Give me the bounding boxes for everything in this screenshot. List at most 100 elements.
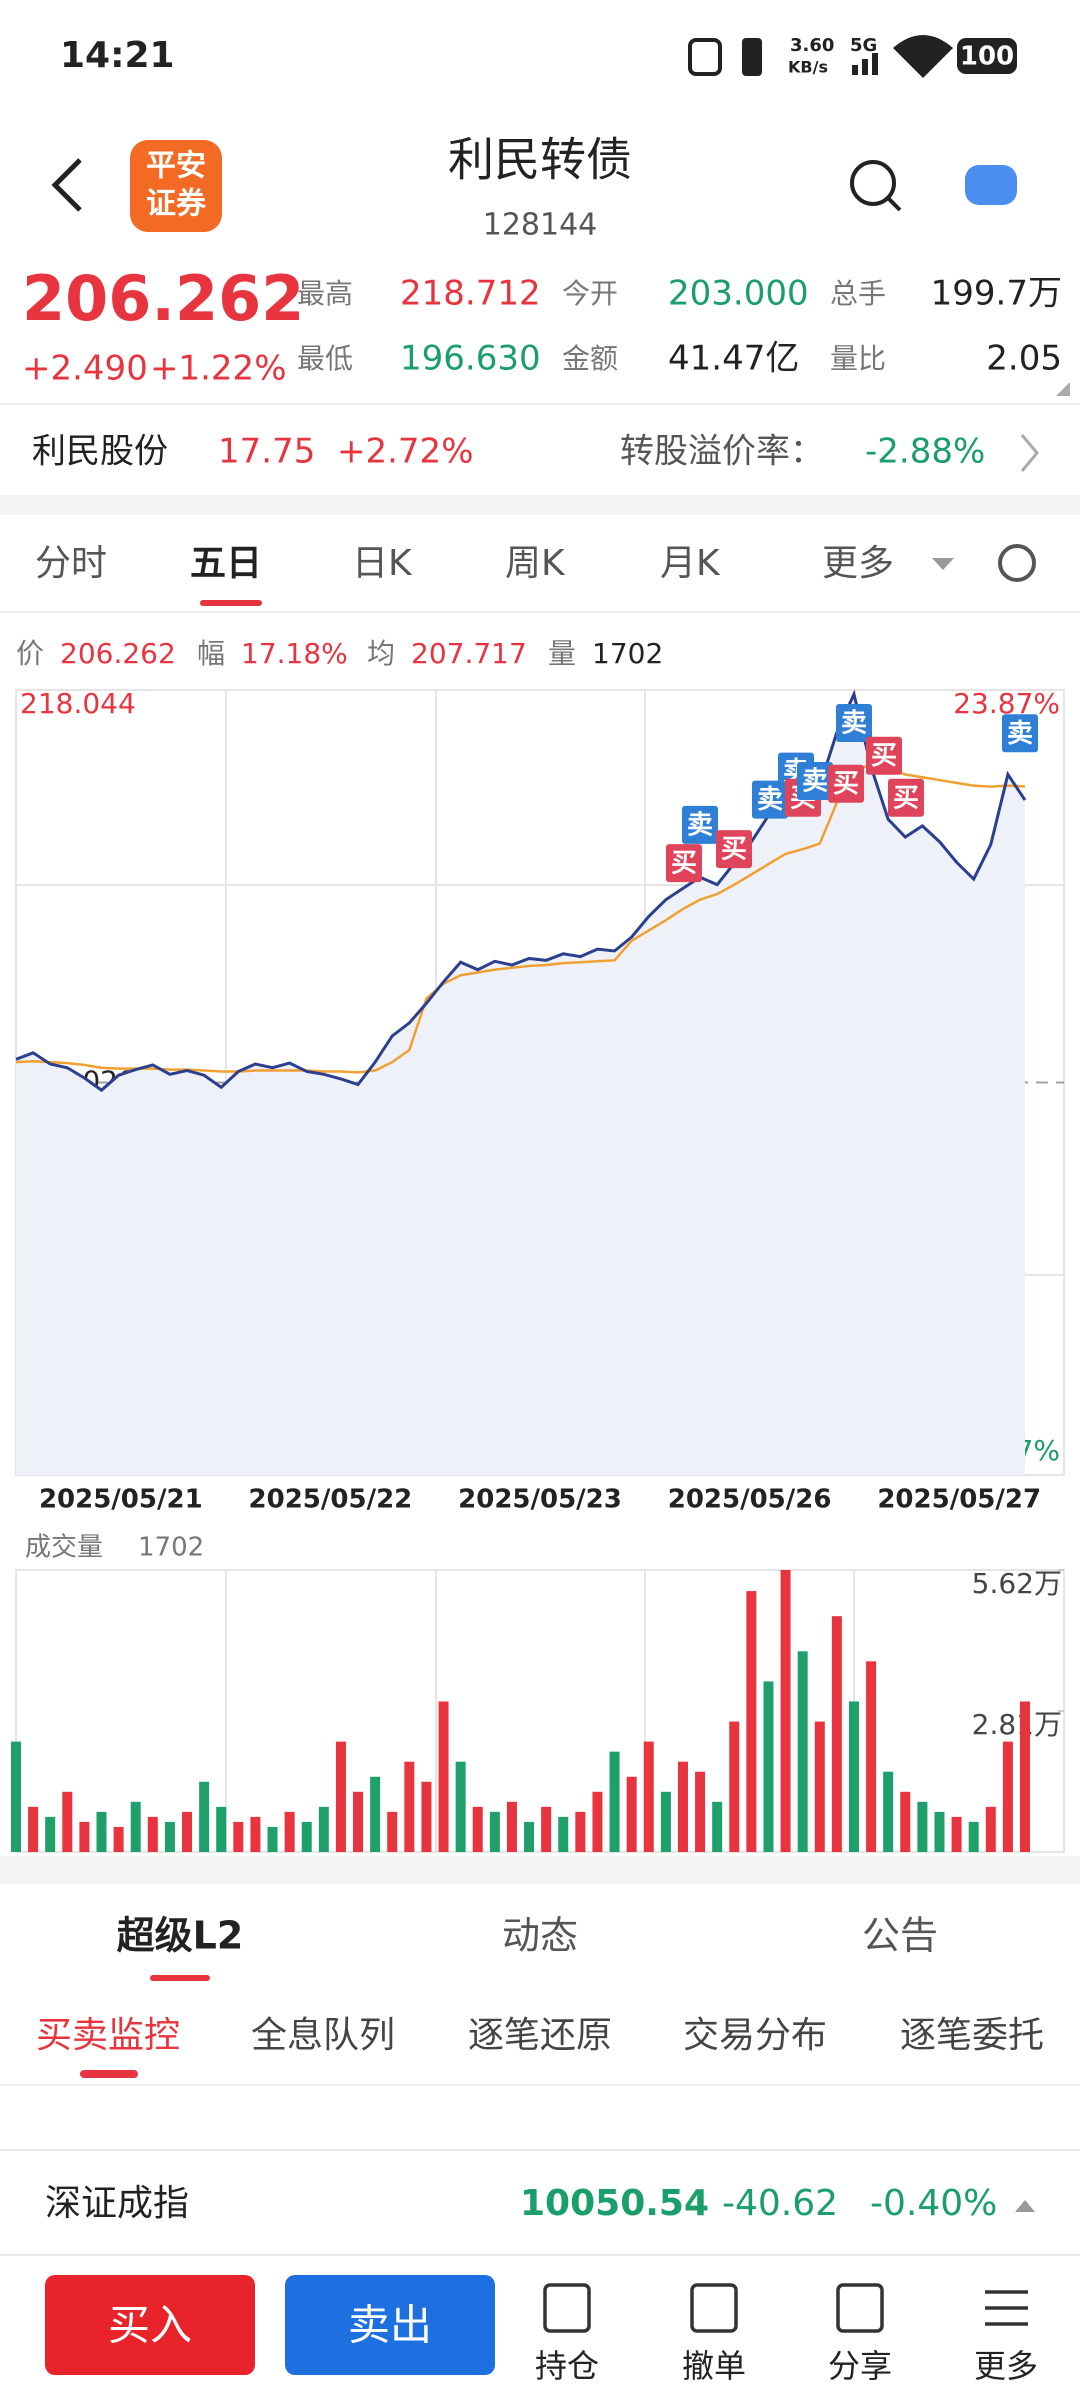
tab[interactable]: 更多 — [822, 543, 894, 584]
tab[interactable]: 日K — [352, 543, 413, 584]
tab[interactable]: 五日 — [190, 543, 262, 584]
volume-bar — [609, 1751, 620, 1852]
trade-marker — [666, 844, 702, 883]
volume-bar — [660, 1791, 671, 1852]
sub-tab[interactable]: 买卖监控 — [36, 2015, 180, 2056]
wifi-icon — [893, 35, 953, 78]
volume-bar — [164, 1821, 175, 1852]
volume-bar — [592, 1791, 603, 1852]
volume-bar — [506, 1801, 517, 1852]
volume-bar — [199, 1781, 210, 1852]
volume-bar — [626, 1776, 637, 1852]
premium-label: 转股溢价率： — [620, 432, 824, 472]
volume-bar — [763, 1681, 774, 1852]
premium: -2.88% — [865, 432, 985, 472]
tool-label[interactable]: 撤单 — [682, 2347, 746, 2385]
volume-bar — [62, 1791, 73, 1852]
logo — [130, 140, 222, 232]
trade-marker-label: 卖 — [1007, 719, 1033, 749]
volume-bar — [472, 1806, 483, 1852]
info-label: 幅 — [197, 637, 225, 670]
sell-label: 卖出 — [348, 2301, 432, 2350]
tool-label[interactable]: 持仓 — [535, 2347, 599, 2385]
code: 128144 — [483, 208, 598, 243]
info-value: 206.262 — [60, 637, 176, 670]
dropdown — [932, 558, 954, 570]
stat-label: 金额 — [562, 342, 618, 375]
volume-bar — [421, 1781, 432, 1852]
time: 14:21 — [60, 35, 175, 76]
info-value: 207.717 — [411, 637, 527, 670]
tool-label[interactable]: 更多 — [974, 2347, 1038, 2385]
stat-value: 203.000 — [668, 274, 809, 314]
volume-bar — [130, 1801, 141, 1852]
stat-label: 最低 — [297, 342, 353, 375]
index-name: 深证成指 — [45, 2183, 189, 2224]
volume-bar — [284, 1811, 295, 1852]
signal-icon — [852, 53, 878, 75]
trade-marker — [888, 778, 924, 817]
trade-marker — [716, 830, 752, 869]
volume-bar — [951, 1816, 962, 1852]
volume-bar — [814, 1721, 825, 1852]
tool-label[interactable]: 分享 — [828, 2347, 892, 2385]
volume-bar — [729, 1721, 740, 1852]
net-type: 5G — [850, 35, 877, 56]
buy-button[interactable] — [45, 2275, 255, 2375]
sub-tab[interactable]: 逐笔还原 — [468, 2015, 612, 2056]
sub-tab[interactable]: 全息队列 — [251, 2015, 395, 2056]
volume-bar — [985, 1806, 996, 1852]
info-label: 量 — [548, 637, 576, 670]
section-tab[interactable]: 公告 — [862, 1914, 938, 1958]
volume-bar — [541, 1806, 552, 1852]
sub-tab[interactable]: 交易分布 — [683, 2015, 827, 2056]
volume-bar — [45, 1816, 56, 1852]
net-speed: 3.60 — [790, 35, 834, 56]
trade-marker — [836, 704, 872, 743]
volume-bar — [695, 1771, 706, 1852]
volume-title: 成交量 — [25, 1533, 103, 1563]
trade-marker-label: 买 — [671, 849, 697, 879]
subtab-underline — [80, 2070, 138, 2078]
corner — [1056, 382, 1070, 396]
x-tick-label: 2025/05/22 — [249, 1485, 413, 1515]
volume-bar — [387, 1811, 398, 1852]
search-button[interactable] — [850, 160, 902, 212]
trade-marker-label: 买 — [721, 835, 747, 865]
assistant-button[interactable] — [965, 165, 1017, 205]
volume-bar — [575, 1811, 586, 1852]
back-button[interactable] — [51, 158, 82, 212]
volume-bar — [643, 1741, 654, 1852]
expand[interactable] — [1015, 2200, 1035, 2212]
y-tick-label: 2.81万 — [972, 1708, 1062, 1741]
tab[interactable]: 月K — [660, 543, 721, 584]
sub-tab[interactable]: 逐笔委托 — [900, 2015, 1044, 2056]
volume-bar — [96, 1811, 107, 1852]
chevron[interactable] — [1020, 434, 1039, 472]
stat-value: 2.05 — [986, 339, 1062, 379]
volume-bar — [353, 1791, 364, 1852]
settings-button[interactable] — [998, 544, 1036, 582]
volume-bar — [370, 1776, 381, 1852]
volume-bar — [866, 1661, 877, 1852]
tab[interactable]: 分时 — [35, 543, 107, 584]
volume-bar — [233, 1821, 244, 1852]
volume-bar — [301, 1821, 312, 1852]
stock-name: 利民股份 — [32, 432, 168, 472]
trade-marker — [797, 761, 833, 800]
volume-bar — [968, 1821, 979, 1852]
volume-bar — [182, 1811, 193, 1852]
vibrate-icon — [742, 38, 762, 76]
volume-bar — [524, 1821, 535, 1852]
section-tab[interactable]: 超级L2 — [117, 1914, 244, 1958]
tab[interactable]: 周K — [505, 543, 566, 584]
price-area — [16, 694, 1025, 1475]
sell-button[interactable] — [285, 2275, 495, 2375]
volume-bar — [780, 1570, 791, 1852]
stat-label: 今开 — [562, 277, 618, 310]
title: 利民转债 — [448, 133, 632, 187]
net-unit: KB/s — [788, 58, 828, 77]
section-tab[interactable]: 动态 — [502, 1914, 578, 1958]
change: +2.490 — [22, 349, 148, 389]
logo-text: 平安 — [146, 149, 206, 184]
